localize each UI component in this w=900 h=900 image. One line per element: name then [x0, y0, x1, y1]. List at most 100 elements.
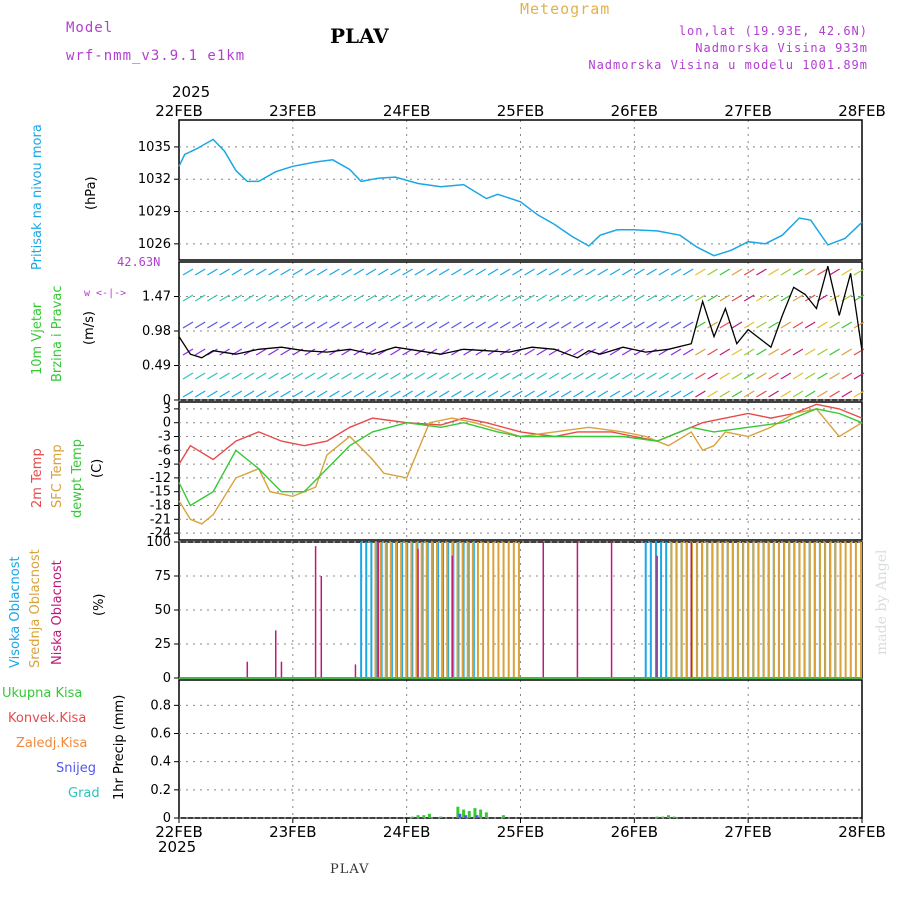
- date-tick-bottom: 27FEB: [724, 823, 771, 841]
- wind-arrow: [524, 372, 535, 380]
- wind-arrow: [768, 321, 779, 329]
- y-tick-label: 75: [154, 569, 171, 584]
- wind-arrow: [670, 294, 682, 302]
- wind-arrow: [804, 390, 816, 398]
- temp-series-line: [178, 403, 863, 465]
- wind-arrow: [609, 268, 621, 276]
- wind-arrow: [377, 294, 389, 302]
- y-tick-label: 0.8: [150, 698, 171, 713]
- wind-arrow: [597, 321, 609, 329]
- legend-rain: Ukupna Kisa: [2, 686, 83, 701]
- wind-arrow: [756, 321, 767, 329]
- precip-bar: [458, 813, 462, 818]
- wind-arrow: [426, 294, 438, 302]
- wind-arrow: [646, 268, 657, 276]
- wind-arrow: [194, 294, 206, 302]
- date-tick-bottom: 23FEB: [269, 823, 316, 841]
- wind-arrow: [475, 321, 487, 329]
- wind-arrow: [548, 372, 560, 380]
- wind-arrow: [255, 348, 267, 356]
- wind-arrow: [280, 321, 291, 329]
- wind-arrow: [219, 268, 230, 276]
- legend-hail: Grad: [68, 786, 100, 801]
- wind-arrow: [475, 294, 487, 302]
- wind-arrow: [280, 348, 291, 356]
- wind-arrow: [365, 294, 377, 302]
- wind-arrow: [487, 268, 499, 276]
- wind-arrow: [194, 321, 206, 329]
- wind-arrow: [731, 390, 743, 398]
- wind-arrow: [597, 294, 609, 302]
- wind-arrow: [756, 294, 767, 302]
- wind-arrow: [194, 390, 206, 398]
- wind-arrow: [609, 348, 621, 356]
- wind-arrow: [243, 294, 255, 302]
- wind-arrow: [792, 372, 804, 380]
- wind-arrow: [329, 372, 340, 380]
- date-tick-bottom: 28FEB: [838, 823, 885, 841]
- wind-arrow: [475, 390, 487, 398]
- wind-arrow: [743, 372, 755, 380]
- wind-arrow: [304, 321, 316, 329]
- wind-arrow: [780, 268, 792, 276]
- wind-arrow: [194, 268, 206, 276]
- wind-arrow: [768, 268, 779, 276]
- wind-arrow: [707, 268, 718, 276]
- wind-arrow: [695, 390, 706, 398]
- wind-arrow: [609, 372, 621, 380]
- panel-frame: [178, 119, 863, 261]
- wind-arrow: [682, 372, 694, 380]
- station-title: PLAV: [330, 24, 389, 48]
- wind-arrow: [707, 348, 718, 356]
- wind-arrow: [585, 372, 596, 380]
- wind-arrow: [292, 372, 304, 380]
- wind-arrow: [829, 268, 840, 276]
- wind-arrow: [499, 268, 511, 276]
- precip-bar: [501, 815, 505, 818]
- wind-arrow: [634, 294, 645, 302]
- wind-arrow: [817, 268, 828, 276]
- y-tick-label: -15: [150, 485, 171, 500]
- wind-arrow: [451, 268, 462, 276]
- wind-arrow: [390, 294, 401, 302]
- wind-arrow: [243, 268, 255, 276]
- wind-arrow: [268, 390, 279, 398]
- wind-arrow: [743, 321, 755, 329]
- wind-arrow: [524, 348, 535, 356]
- wind-arrow: [560, 372, 572, 380]
- wind-arrow: [731, 321, 743, 329]
- wind-arrow: [365, 348, 377, 356]
- wind-arrow: [719, 294, 731, 302]
- wind-arrow: [219, 294, 230, 302]
- wind-compass: w <-|->: [84, 288, 127, 299]
- wind-arrow: [255, 268, 267, 276]
- wind-arrow: [182, 390, 194, 398]
- wind-arrow: [646, 390, 657, 398]
- wind-arrow: [560, 268, 572, 276]
- y-tick-label: -3: [158, 430, 171, 445]
- wind-arrow: [658, 268, 670, 276]
- wind-arrow: [329, 321, 340, 329]
- wind-arrow: [585, 321, 596, 329]
- model-elevation-label: Nadmorska Visina u modelu 1001.89m: [588, 58, 868, 72]
- wind-arrow: [829, 348, 840, 356]
- wind-arrow: [804, 348, 816, 356]
- precip-bar: [479, 809, 483, 818]
- wind-arrow: [377, 390, 389, 398]
- wind-arrow: [670, 390, 682, 398]
- wind-arrow: [719, 348, 731, 356]
- wind-arrow: [573, 348, 584, 356]
- wind-arrow: [341, 372, 352, 380]
- wind-arrow: [695, 372, 706, 380]
- date-tick-top: 25FEB: [497, 102, 544, 120]
- wind-arrow: [402, 321, 413, 329]
- wind-arrow: [829, 372, 840, 380]
- wind-arrow: [426, 268, 438, 276]
- wind-arrow: [768, 348, 779, 356]
- wind-arrow: [402, 268, 413, 276]
- wind-arrow: [207, 321, 218, 329]
- wind-arrow: [841, 268, 853, 276]
- wind-arrow: [780, 348, 792, 356]
- precip-bar: [462, 809, 466, 818]
- wind-arrow: [182, 348, 194, 356]
